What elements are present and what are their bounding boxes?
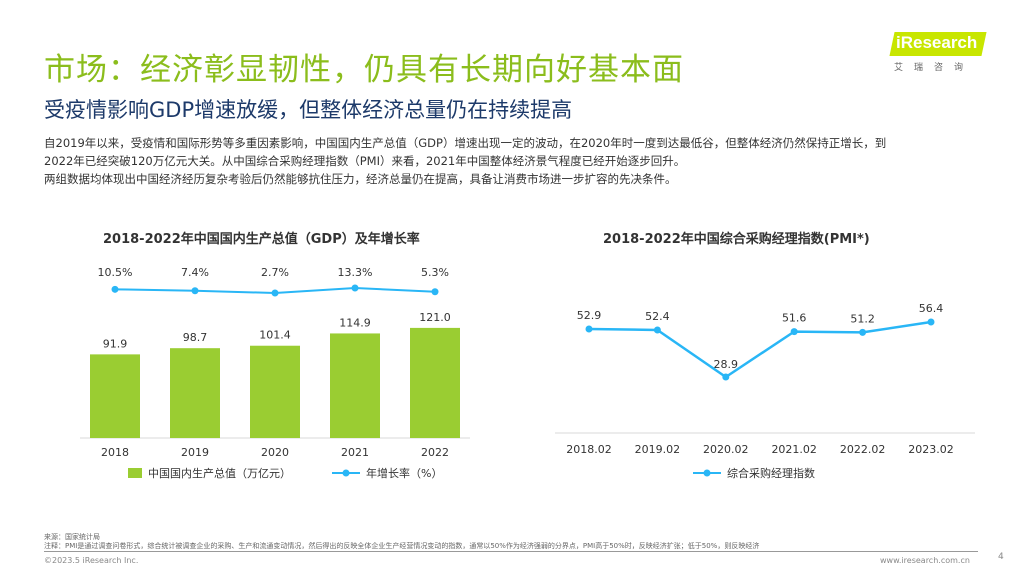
intro-line: 自2019年以来，受疫情和国际形势等多重因素影响，中国国内生产总值（GDP）增速… bbox=[44, 136, 887, 150]
pmi-value-label: 51.6 bbox=[782, 312, 807, 325]
page-number: 4 bbox=[998, 552, 1004, 562]
pmi-value-label: 52.4 bbox=[645, 310, 670, 323]
x-tick-label: 2023.02 bbox=[908, 443, 954, 456]
growth-rate-label: 2.7% bbox=[261, 266, 289, 279]
gdp-bar-label: 114.9 bbox=[339, 316, 371, 329]
x-tick-label: 2018.02 bbox=[566, 443, 612, 456]
gdp-bar bbox=[330, 333, 380, 438]
gdp-bar-label: 101.4 bbox=[259, 329, 291, 342]
x-tick-label: 2020.02 bbox=[703, 443, 749, 456]
growth-rate-point bbox=[351, 284, 359, 292]
pmi-line bbox=[588, 320, 932, 379]
note-text: 注释：PMI是通过调查问卷形式，综合统计被调查企业的采购、生产和流通变动情况，然… bbox=[44, 542, 760, 550]
pmi-point bbox=[927, 318, 935, 326]
gdp-bar bbox=[250, 345, 300, 438]
pmi-chart: 52.9 2018.02 52.4 2019.02 28.9 2020.02 51.6 202… bbox=[555, 302, 975, 480]
pmi-point bbox=[653, 326, 661, 334]
legend-line-marker bbox=[703, 469, 711, 477]
growth-rate-point bbox=[191, 287, 199, 295]
x-tick-label: 2022.02 bbox=[840, 443, 886, 456]
legend-bar-label: 中国国内生产总值（万亿元） bbox=[148, 466, 291, 480]
pmi-point bbox=[585, 325, 593, 333]
x-tick-label: 2018 bbox=[101, 446, 129, 459]
pmi-chart-title: 2018-2022年中国综合采购经理指数(PMI*) bbox=[603, 232, 870, 247]
gdp-bar bbox=[90, 354, 140, 438]
footer-divider bbox=[44, 551, 978, 552]
copyright-text: ©2023.5 iResearch Inc. bbox=[44, 556, 139, 565]
growth-rate-label: 13.3% bbox=[338, 266, 373, 279]
gdp-bar bbox=[410, 327, 460, 438]
pmi-point bbox=[722, 373, 730, 381]
gdp-bar-label: 121.0 bbox=[419, 311, 451, 324]
page-subtitle: 受疫情影响GDP增速放缓，但整体经济总量仍在持续提高 bbox=[44, 98, 573, 122]
growth-rate-point bbox=[431, 288, 439, 296]
x-tick-label: 2019.02 bbox=[635, 443, 681, 456]
legend-line-label: 年增长率（%） bbox=[366, 466, 442, 480]
x-tick-label: 2022 bbox=[421, 446, 449, 459]
website-url: www.iresearch.com.cn bbox=[880, 556, 970, 565]
source-text: 来源：国家统计局 bbox=[44, 533, 100, 541]
pmi-point bbox=[859, 328, 867, 336]
growth-rate-label: 5.3% bbox=[421, 266, 449, 279]
gdp-bar-label: 98.7 bbox=[183, 331, 208, 344]
iresearch-logo: iResearch 艾瑞咨询 bbox=[889, 32, 987, 73]
gdp-chart-title: 2018-2022年中国国内生产总值（GDP）及年增长率 bbox=[103, 232, 420, 247]
growth-rate-point bbox=[111, 285, 119, 293]
legend-bar-swatch bbox=[128, 468, 142, 478]
legend-line-marker bbox=[342, 469, 350, 477]
pmi-value-label: 52.9 bbox=[577, 309, 602, 322]
legend-line-label: 综合采购经理指数 bbox=[727, 466, 815, 480]
pmi-value-label: 56.4 bbox=[919, 302, 944, 315]
pmi-point bbox=[790, 328, 798, 336]
gdp-chart: 91.9 2018 10.5% 98.7 2019 7.4% 101.4 2020 2.7% 11… bbox=[80, 266, 470, 480]
x-tick-label: 2020 bbox=[261, 446, 289, 459]
x-tick-label: 2021 bbox=[341, 446, 369, 459]
logo-chinese-text: 艾瑞咨询 bbox=[894, 63, 975, 73]
x-tick-label: 2021.02 bbox=[771, 443, 817, 456]
intro-line: 两组数据均体现出中国经济经历复杂考验后仍然能够抗住压力，经济总量仍在提高，具备让… bbox=[44, 172, 677, 186]
x-tick-label: 2019 bbox=[181, 446, 209, 459]
gdp-bar-label: 91.9 bbox=[103, 337, 128, 350]
intro-line: 2022年已经突破120万亿元大关。从中国综合采购经理指数（PMI）来看，202… bbox=[44, 154, 686, 168]
pmi-value-label: 51.2 bbox=[850, 312, 875, 325]
growth-rate-point bbox=[271, 289, 279, 297]
growth-rate-label: 10.5% bbox=[98, 266, 133, 279]
growth-rate-label: 7.4% bbox=[181, 266, 209, 279]
gdp-bar bbox=[170, 348, 220, 438]
intro-paragraph: 自2019年以来，受疫情和国际形势等多重因素影响，中国国内生产总值（GDP）增速… bbox=[44, 134, 994, 188]
pmi-value-label: 28.9 bbox=[714, 358, 739, 371]
page-title: 市场：经济彰显韧性，仍具有长期向好基本面 bbox=[44, 52, 684, 88]
logo-text: iResearch bbox=[896, 33, 978, 52]
